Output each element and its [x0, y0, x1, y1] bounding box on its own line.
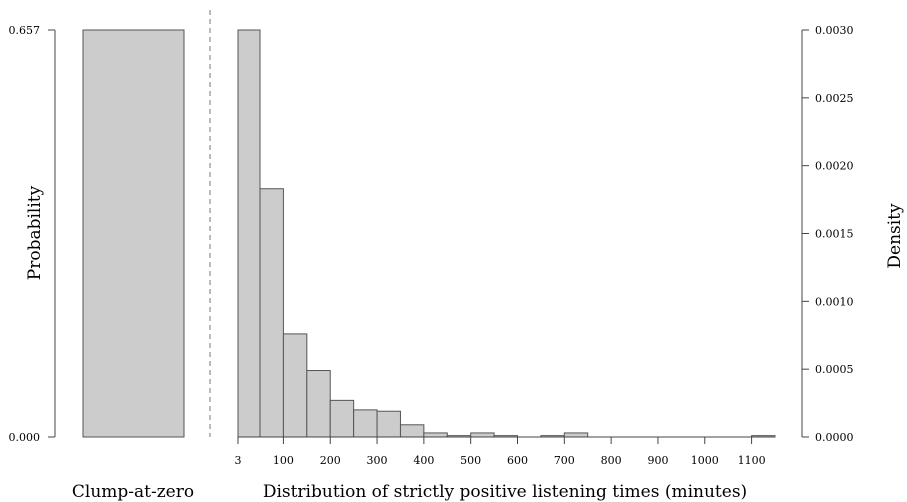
- x-tick-label: 500: [460, 454, 481, 467]
- x-tick-label: 200: [320, 454, 341, 467]
- histogram-bar: [353, 409, 378, 438]
- histogram-bar: [399, 424, 425, 438]
- x-axis-title: Distribution of strictly positive listen…: [263, 482, 747, 502]
- right-y-tick-label: 0.0015: [815, 228, 854, 241]
- right-y-axis-ticks: 0.0000 0.0005 0.0010 0.0015 0.0020 0.0025 0.00…: [802, 24, 854, 444]
- histogram-bar: [470, 432, 495, 438]
- clump-label: Clump-at-zero: [72, 482, 194, 502]
- right-y-axis-title: Density: [885, 203, 905, 269]
- left-y-tick-label-top: 0.657: [9, 24, 41, 37]
- right-y-tick-label: 0.0020: [815, 160, 854, 173]
- histogram-bars: [237, 29, 776, 438]
- right-y-tick-label: 0.0025: [815, 92, 854, 105]
- left-y-tick-label-bottom: 0.000: [9, 431, 41, 444]
- histogram-bar: [237, 29, 261, 438]
- x-tick-label: 1000: [691, 454, 719, 467]
- histogram-bar: [376, 410, 401, 438]
- histogram-bar: [282, 333, 308, 438]
- histogram-panel: 3 100 200 300 400 500 600 700 800 900 1000 1100 0.0…: [235, 24, 906, 502]
- histogram-bar: [306, 370, 331, 438]
- x-tick-label: 3: [235, 454, 242, 467]
- histogram-bar: [563, 432, 589, 438]
- right-y-tick-label: 0.0005: [815, 363, 854, 376]
- right-y-tick-label: 0.0030: [815, 24, 854, 37]
- x-tick-label: 400: [413, 454, 434, 467]
- x-tick-label: 100: [273, 454, 294, 467]
- x-tick-label: 300: [367, 454, 388, 467]
- left-y-axis-title: Probability: [25, 185, 45, 280]
- x-tick-label: 1100: [738, 454, 766, 467]
- histogram-bar: [423, 432, 448, 438]
- histogram-bar: [259, 188, 284, 438]
- clump-panel: 0.657 0.000 Probability Clump-at-zero: [9, 24, 195, 502]
- x-tick-label: 600: [507, 454, 528, 467]
- x-tick-label: 700: [554, 454, 575, 467]
- clump-bar: [82, 29, 185, 438]
- x-tick-label: 800: [601, 454, 622, 467]
- x-axis-ticks: 3 100 200 300 400 500 600 700 800 900 1000 1100: [235, 437, 766, 467]
- right-y-tick-label: 0.0000: [815, 431, 854, 444]
- right-y-tick-label: 0.0010: [815, 295, 854, 308]
- x-tick-label: 900: [647, 454, 668, 467]
- histogram-bar: [329, 399, 355, 438]
